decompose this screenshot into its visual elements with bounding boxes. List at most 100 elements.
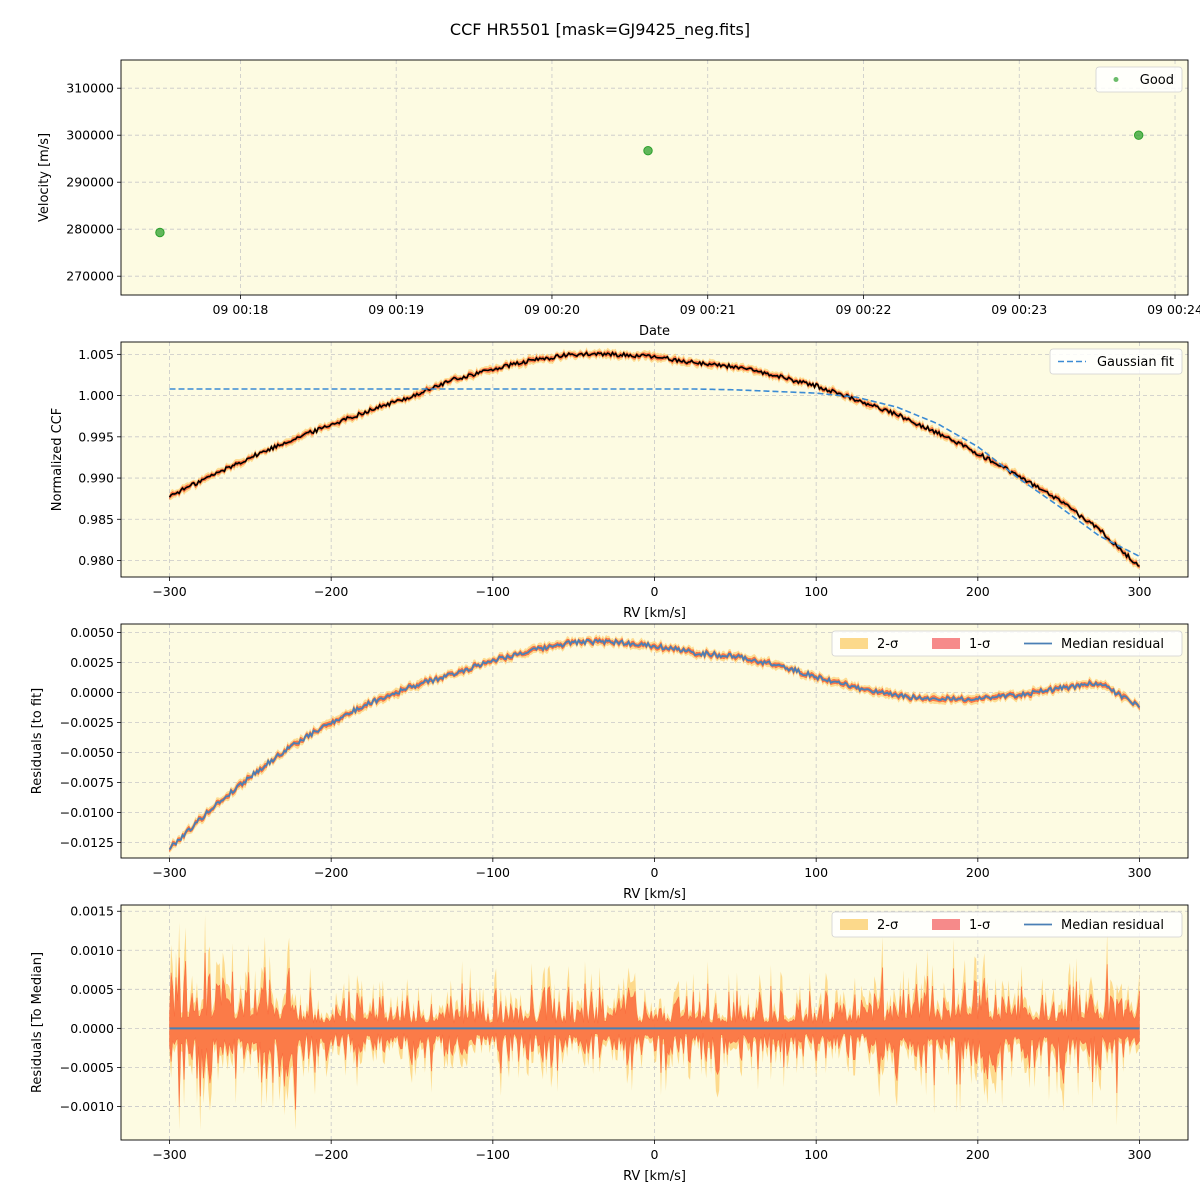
legend-label: Good	[1140, 73, 1174, 88]
x-tick-label: −300	[152, 865, 186, 880]
y-tick-label: 0.990	[78, 471, 114, 486]
x-tick-label: −300	[152, 1147, 186, 1162]
legend-box	[831, 911, 1183, 938]
x-tick-label: 300	[1128, 584, 1152, 599]
x-tick-label: 09 00:19	[368, 302, 424, 317]
legend-marker-good	[1113, 77, 1119, 82]
x-tick-label: 0	[651, 1147, 659, 1162]
x-tick-label: −200	[314, 865, 348, 880]
legend-marker-1sigma	[932, 638, 960, 649]
y-axis-label: Normalized CCF	[50, 408, 65, 512]
chart-title: CCF HR5501 [mask=GJ9425_neg.fits]	[449, 20, 751, 39]
data-point-good	[155, 227, 165, 238]
x-tick-label: −100	[476, 1147, 510, 1162]
y-tick-label: 1.005	[78, 347, 114, 362]
x-tick-label: 09 00:23	[991, 302, 1047, 317]
y-tick-label: −0.0125	[60, 835, 114, 850]
plot-area	[155, 130, 1144, 238]
plot-background	[121, 60, 1188, 295]
y-tick-label: 0.0015	[70, 904, 114, 919]
x-axis-label: RV [km/s]	[623, 887, 686, 902]
y-tick-label: 310000	[66, 81, 114, 96]
legend-label: Gaussian fit	[1097, 355, 1174, 370]
plot-frame	[120, 904, 1189, 1141]
x-axis-label: Date	[639, 324, 670, 339]
chart-panel-2: −300 −200 −100 0 100 200 300 0.980 0.985 0.990 0.9…	[50, 341, 1189, 621]
legend-box	[831, 630, 1183, 657]
y-tick-label: 270000	[66, 269, 114, 284]
y-tick-label: 0.980	[78, 553, 114, 568]
x-tick-label: 300	[1128, 1147, 1152, 1162]
x-tick-label: −200	[314, 1147, 348, 1162]
x-tick-label: 09 00:22	[836, 302, 892, 317]
y-tick-label: 0.0000	[70, 685, 114, 700]
x-axis-label: RV [km/s]	[623, 1169, 686, 1184]
legend-label: Median residual	[1061, 637, 1164, 652]
x-axis-label: RV [km/s]	[623, 606, 686, 621]
chart-panel-1: 09 00:18 09 00:19 09 00:20 09 00:21 09 00:22…	[37, 59, 1200, 339]
gaussian-fit-line	[169, 388, 1140, 558]
band-1sigma	[169, 636, 1140, 853]
data-point-good	[643, 146, 653, 156]
y-tick-label: 0.995	[78, 429, 114, 444]
x-tick-label: −300	[152, 584, 186, 599]
x-tick-label: 09 00:24	[1147, 302, 1200, 317]
y-tick-label: 1.000	[78, 388, 114, 403]
y-tick-label: 0.0050	[70, 625, 114, 640]
legend-box	[1095, 66, 1183, 93]
legend-label: 1-σ	[969, 637, 990, 652]
y-tick-label: 290000	[66, 175, 114, 190]
x-tick-label: 100	[804, 584, 828, 599]
plot-area	[168, 347, 1140, 570]
x-tick-label: 0	[651, 865, 659, 880]
y-tick-label: −0.0075	[60, 775, 114, 790]
y-axis-label: Residuals [To Median]	[30, 952, 45, 1093]
y-tick-label: 0.0005	[70, 982, 114, 997]
y-tick-label: 0.0010	[70, 943, 114, 958]
plot-frame	[120, 341, 1189, 578]
chart-panel-3: −300 −200 −100 0 100 200 300 −0.0125 −0.0100 −0.0…	[30, 623, 1189, 902]
x-tick-label: 200	[966, 584, 990, 599]
band-1sigma	[169, 952, 1140, 1110]
y-tick-label: −0.0025	[60, 715, 114, 730]
legend-box	[1049, 348, 1183, 375]
x-tick-label: 09 00:21	[680, 302, 736, 317]
y-axis-label: Residuals [to fit]	[30, 688, 45, 794]
x-tick-label: −100	[476, 865, 510, 880]
x-tick-label: 09 00:18	[212, 302, 268, 317]
y-axis-label: Velocity [m/s]	[37, 133, 52, 222]
x-tick-label: 100	[804, 865, 828, 880]
ccf-line	[168, 350, 1140, 568]
chart-panel-4: −300 −200 −100 0 100 200 300 −0.0010 −0.0005 0.00…	[30, 904, 1189, 1184]
x-tick-label: 200	[966, 1147, 990, 1162]
plot-area	[168, 634, 1141, 854]
plot-area	[169, 915, 1140, 1130]
legend-label: Median residual	[1061, 918, 1164, 933]
x-tick-label: 200	[966, 865, 990, 880]
plot-background	[121, 342, 1188, 577]
data-point-good	[1133, 130, 1144, 140]
y-tick-label: 300000	[66, 128, 114, 143]
legend-label: 2-σ	[877, 637, 898, 652]
x-tick-label: 09 00:20	[524, 302, 580, 317]
median-residual-line	[168, 638, 1141, 851]
y-tick-label: 0.0025	[70, 655, 114, 670]
y-tick-label: 0.985	[78, 512, 114, 527]
band-1sigma	[169, 349, 1140, 569]
y-tick-label: −0.0100	[60, 805, 114, 820]
legend-marker-1sigma	[932, 919, 960, 930]
y-tick-label: −0.0005	[60, 1060, 114, 1075]
x-tick-label: −100	[476, 584, 510, 599]
legend-label: 1-σ	[969, 918, 990, 933]
legend-marker-2sigma	[840, 638, 868, 649]
plot-frame	[120, 623, 1189, 859]
y-tick-label: 0.0000	[70, 1021, 114, 1036]
x-tick-label: −200	[314, 584, 348, 599]
x-tick-label: 100	[804, 1147, 828, 1162]
x-tick-label: 0	[651, 584, 659, 599]
legend-label: 2-σ	[877, 918, 898, 933]
plot-frame	[120, 59, 1189, 296]
legend-marker-2sigma	[840, 919, 868, 930]
